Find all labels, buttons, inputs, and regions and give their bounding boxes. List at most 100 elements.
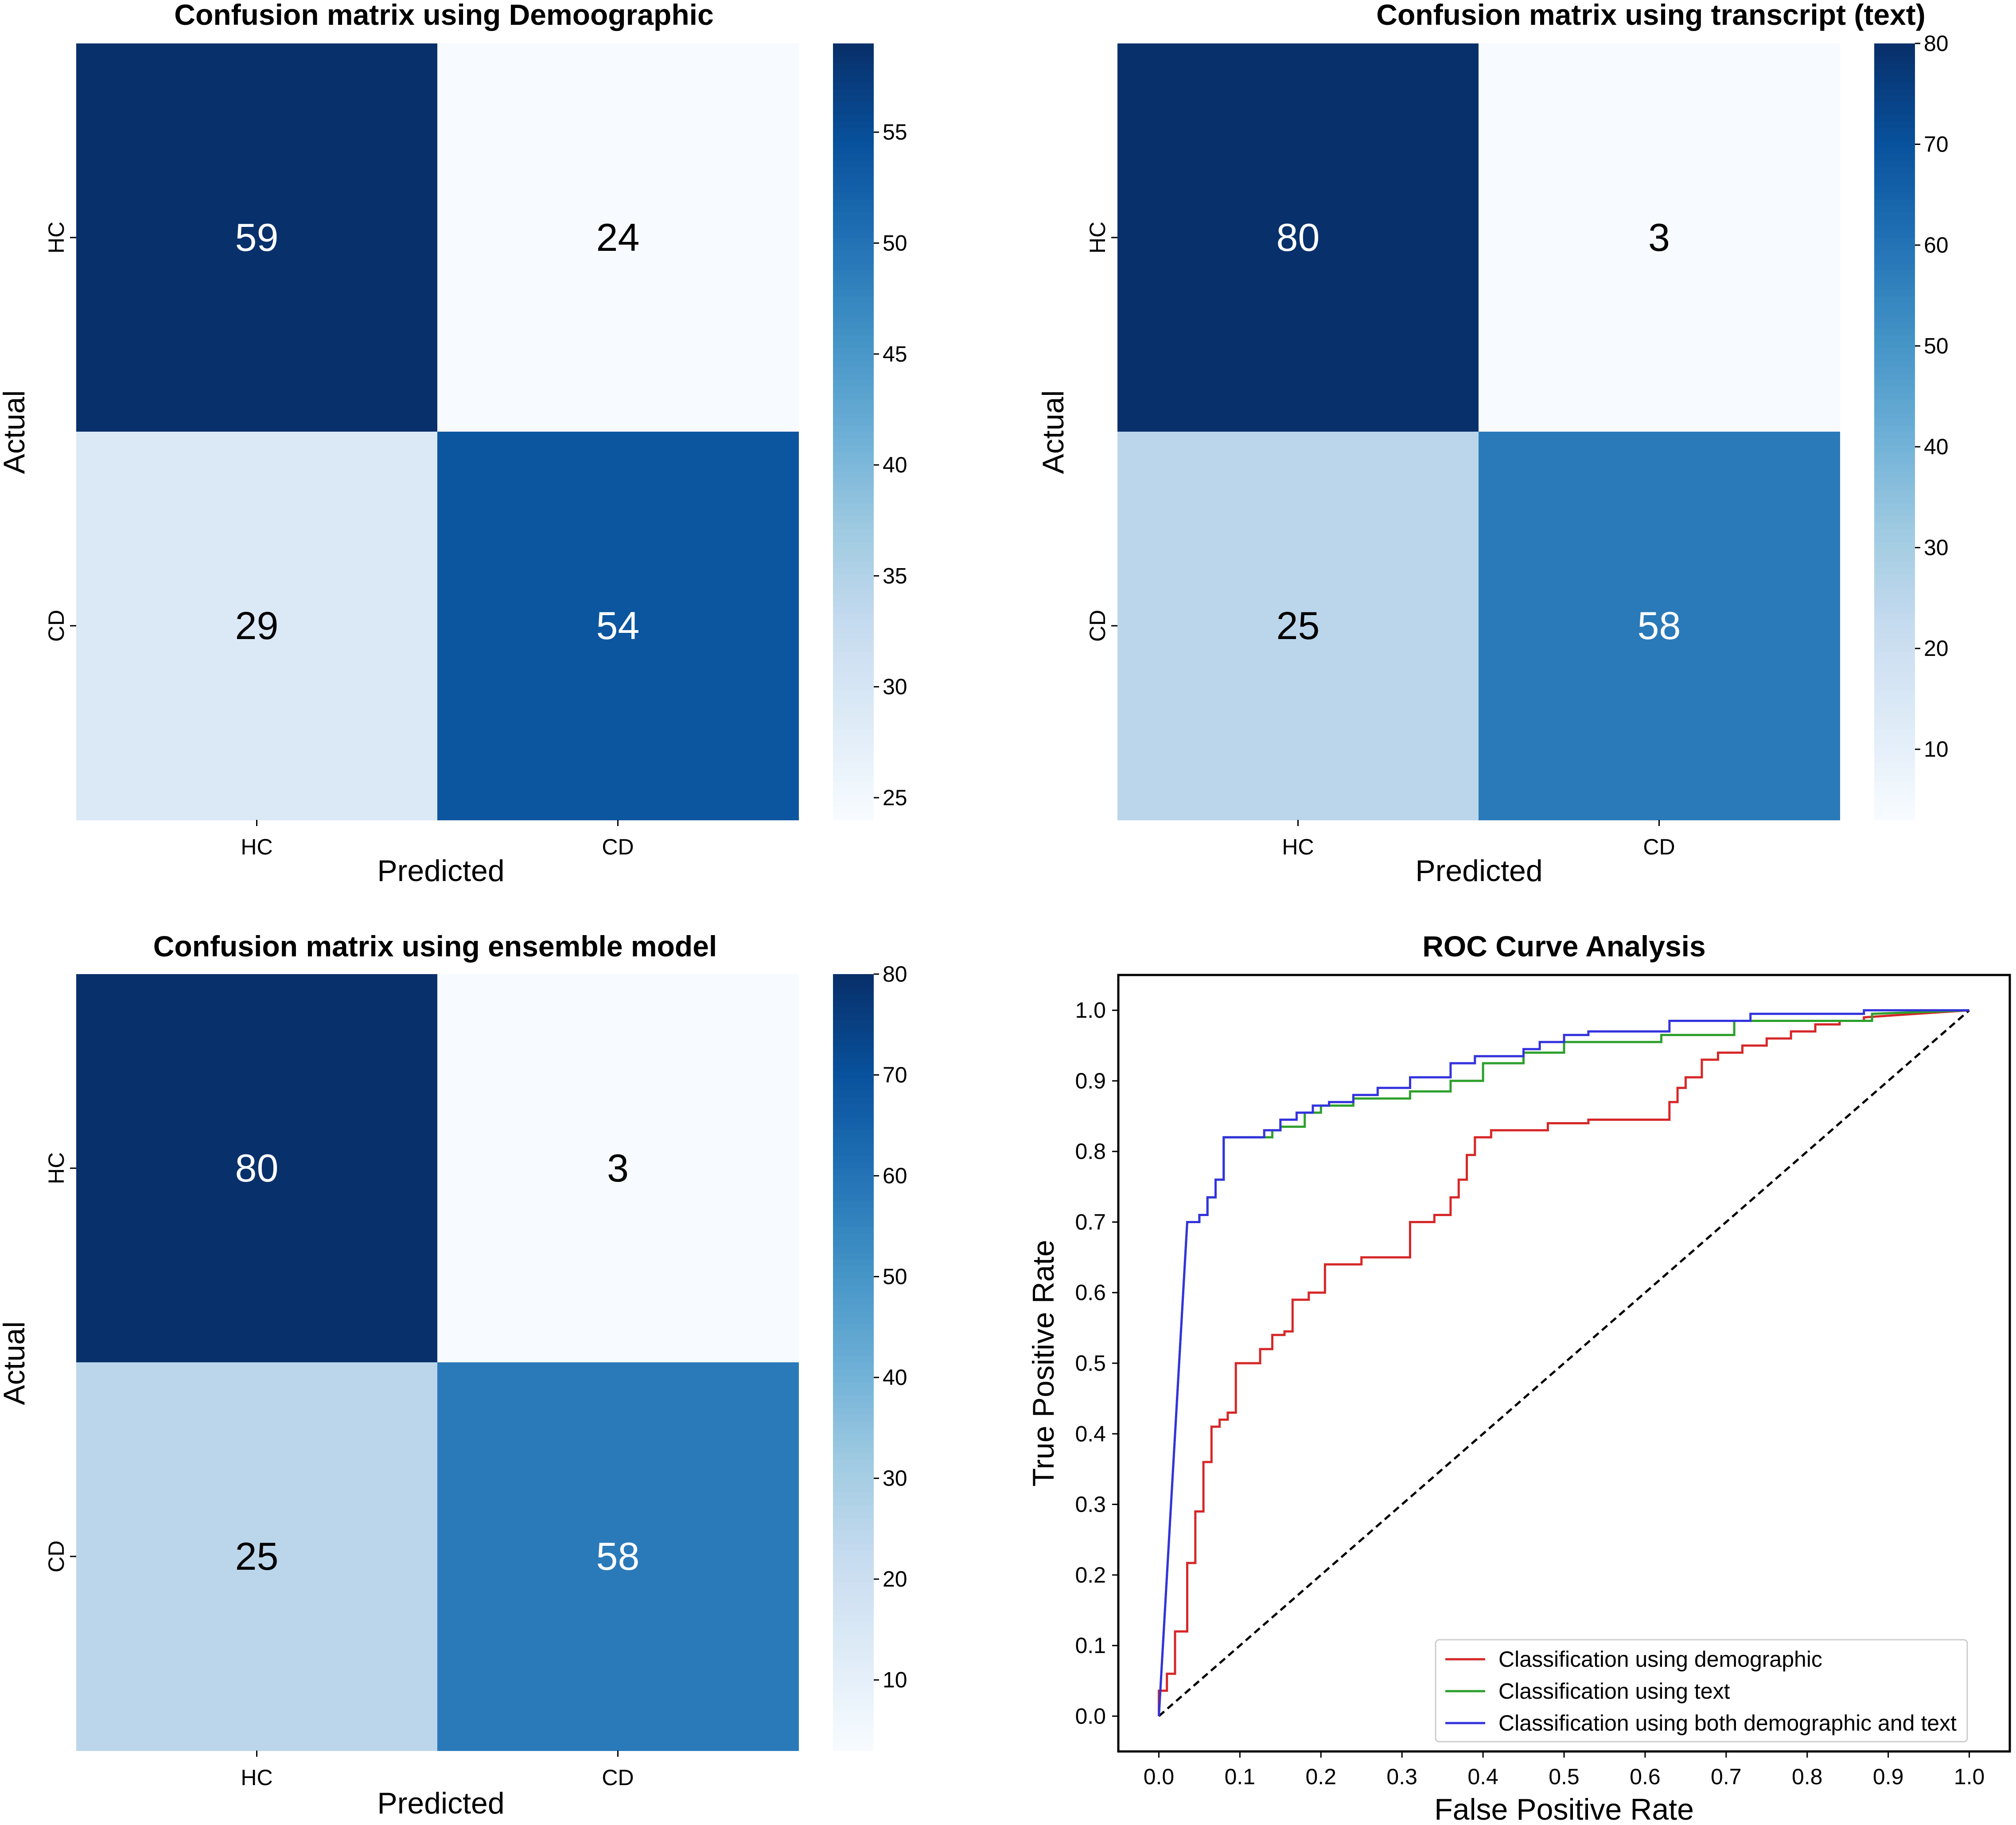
colorbar-gradient-segment — [1874, 50, 1915, 57]
colorbar-gradient-segment — [833, 1129, 874, 1136]
colorbar-gradient-segment — [833, 62, 874, 70]
colorbar-gradient-segment — [833, 1679, 874, 1686]
colorbar-gradient-segment — [833, 1271, 874, 1279]
colorbar-gradient-segment — [833, 684, 874, 691]
colorbar-gradient-segment — [1874, 561, 1915, 568]
cell-value-label: 3 — [607, 1146, 629, 1190]
colorbar-gradient-segment — [833, 1401, 874, 1408]
colorbar-gradient-segment — [833, 1006, 874, 1014]
colorbar-gradient-segment — [833, 1201, 874, 1208]
reference-diagonal-line — [1158, 1009, 1970, 1717]
colorbar-gradient-segment — [833, 1420, 874, 1427]
colorbar-gradient-segment — [1874, 76, 1915, 83]
colorbar-gradient-segment — [1874, 580, 1915, 588]
colorbar-gradient-segment — [833, 794, 874, 801]
colorbar-gradient-segment — [833, 89, 874, 96]
colorbar-gradient-segment — [833, 561, 874, 568]
colorbar-tick-label: 30 — [1924, 535, 1949, 560]
colorbar-gradient-segment — [1874, 101, 1915, 109]
colorbar-gradient-segment — [833, 134, 874, 141]
colorbar-gradient-segment — [1874, 289, 1915, 296]
colorbar-tick-label: 10 — [883, 1668, 907, 1692]
colorbar-gradient-segment — [833, 1408, 874, 1415]
colorbar-gradient-segment — [833, 697, 874, 704]
colorbar-gradient-segment — [833, 438, 874, 445]
colorbar-gradient-segment — [833, 658, 874, 665]
colorbar-gradient-segment — [1874, 231, 1915, 238]
colorbar-gradient-segment — [833, 1381, 874, 1389]
colorbar-gradient-segment — [1874, 600, 1915, 607]
colorbar-gradient-segment — [833, 1530, 874, 1538]
colorbar-gradient-segment — [1874, 761, 1915, 769]
cell-value-label: 80 — [1277, 215, 1320, 259]
colorbar-gradient-segment — [833, 1446, 874, 1454]
colorbar-gradient-segment — [1874, 548, 1915, 555]
colorbar-gradient-segment — [833, 677, 874, 685]
colorbar-gradient-segment — [833, 1686, 874, 1693]
colorbar-gradient-segment — [833, 451, 874, 458]
colorbar-gradient-segment — [833, 1595, 874, 1603]
colorbar-gradient-segment — [833, 1369, 874, 1376]
colorbar-gradient-segment — [833, 1136, 874, 1143]
colorbar-gradient-segment — [1874, 211, 1915, 219]
colorbar-gradient-segment — [833, 1666, 874, 1673]
colorbar-gradient-segment — [833, 690, 874, 698]
colorbar-gradient-segment — [833, 1395, 874, 1402]
heatmap-cell-hc-hc — [76, 974, 438, 1363]
colorbar-gradient-segment — [1874, 612, 1915, 620]
colorbar-gradient-segment — [833, 1705, 874, 1712]
colorbar-tick-label: 55 — [883, 120, 907, 144]
colorbar-gradient-segment — [833, 1724, 874, 1732]
colorbar-gradient-segment — [833, 296, 874, 303]
colorbar-gradient-segment — [1874, 438, 1915, 445]
y-tick-label: CD — [44, 610, 69, 642]
colorbar-gradient-segment — [833, 567, 874, 575]
colorbar-gradient-segment — [1874, 522, 1915, 529]
colorbar-gradient-segment — [833, 1505, 874, 1512]
x-tick-label: 0.0 — [1144, 1764, 1175, 1789]
colorbar-gradient-segment — [833, 82, 874, 90]
y-tick-label: 0.5 — [1075, 1351, 1106, 1376]
y-tick-label: 0.3 — [1075, 1492, 1106, 1517]
colorbar-gradient-segment — [833, 736, 874, 743]
colorbar-gradient-segment — [833, 1116, 874, 1123]
colorbar-gradient-segment — [833, 781, 874, 788]
colorbar-gradient-segment — [1874, 755, 1915, 762]
colorbar-gradient-segment — [1874, 406, 1915, 413]
colorbar-gradient-segment — [833, 651, 874, 659]
colorbar-gradient-segment — [1874, 308, 1915, 316]
colorbar-gradient-segment — [833, 470, 874, 478]
colorbar-gradient-segment — [833, 1492, 874, 1499]
heatmap-cell-hc-cd — [1479, 43, 1840, 432]
colorbar-gradient-segment — [1874, 335, 1915, 342]
colorbar-gradient-segment — [833, 496, 874, 503]
colorbar-gradient-segment — [1874, 179, 1915, 187]
colorbar-gradient-segment — [833, 1045, 874, 1053]
colorbar-gradient-segment — [1874, 496, 1915, 503]
colorbar-gradient-segment — [833, 723, 874, 730]
colorbar-gradient-segment — [833, 1673, 874, 1680]
colorbar-gradient-segment — [833, 671, 874, 678]
colorbar-gradient-segment — [1874, 684, 1915, 691]
colorbar-gradient-segment — [833, 127, 874, 135]
colorbar-gradient-segment — [833, 1181, 874, 1188]
colorbar-gradient-segment — [1874, 321, 1915, 329]
colorbar-gradient-segment — [833, 393, 874, 400]
colorbar-gradient-segment — [833, 1142, 874, 1150]
colorbar-tick-label: 60 — [1924, 233, 1949, 257]
chart-title: Confusion matrix using transcript (text) — [1376, 0, 1925, 31]
cell-value-label: 59 — [235, 215, 279, 259]
colorbar-gradient-segment — [833, 1453, 874, 1460]
heatmap-cell-hc-cd — [437, 974, 799, 1363]
colorbar-gradient-segment — [1874, 813, 1915, 820]
colorbar-gradient-segment — [833, 1537, 874, 1544]
colorbar-gradient-segment — [833, 121, 874, 128]
colorbar-gradient-segment — [833, 1589, 874, 1596]
colorbar-gradient-segment — [1874, 186, 1915, 193]
colorbar-gradient-segment — [1874, 393, 1915, 400]
colorbar-gradient-segment — [833, 1220, 874, 1227]
colorbar-gradient-segment — [833, 1543, 874, 1551]
colorbar-gradient-segment — [833, 1640, 874, 1648]
colorbar-gradient-segment — [833, 1556, 874, 1564]
